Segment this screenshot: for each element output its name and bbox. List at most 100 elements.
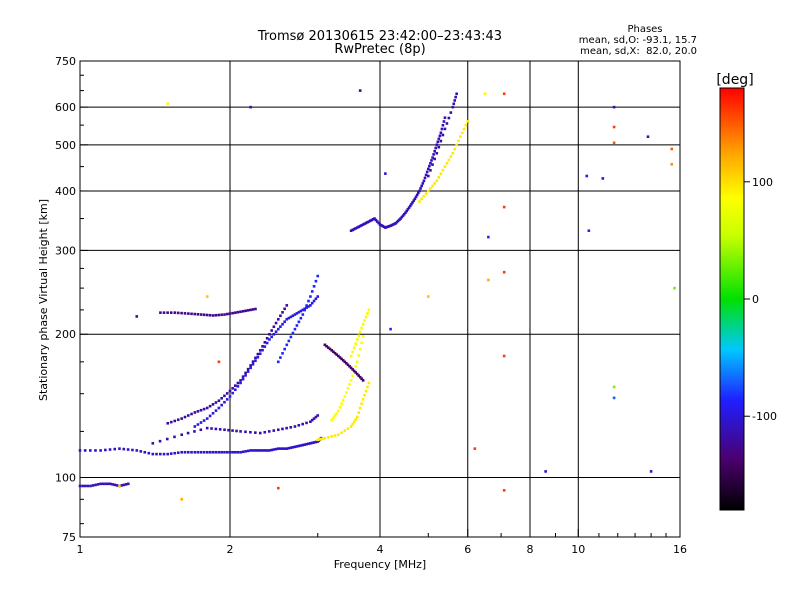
- echo-point: [99, 449, 102, 452]
- echo-point: [199, 421, 203, 424]
- y-axis-ticks: 75 100 200 300 400 500 600 750: [55, 55, 88, 544]
- echo-point: [408, 204, 412, 208]
- echo-point: [276, 428, 280, 432]
- echo-point: [303, 308, 307, 312]
- echo-point: [180, 433, 184, 437]
- echo-point: [340, 431, 343, 434]
- echo-point: [196, 450, 200, 454]
- echo-point: [205, 313, 209, 317]
- echo-point: [451, 105, 455, 109]
- echo-point: [436, 140, 440, 144]
- echo-point: [316, 438, 320, 442]
- echo-point: [310, 441, 314, 445]
- echo-point: [83, 484, 87, 488]
- echo-point: [101, 482, 105, 486]
- echo-point: [459, 135, 462, 139]
- echo-point: [305, 442, 308, 446]
- echo-point: [169, 452, 173, 455]
- echo-point: [81, 484, 84, 488]
- echo-point: [158, 452, 162, 456]
- echo-point: [332, 416, 335, 420]
- echo-point: [249, 366, 252, 370]
- echo-point: [180, 498, 184, 501]
- echo-point: [193, 312, 197, 316]
- echo-point: [217, 313, 221, 317]
- echo-point: [381, 224, 384, 228]
- echo-point: [437, 175, 441, 179]
- echo-point: [272, 448, 276, 451]
- echo-point: [612, 396, 616, 400]
- echo-point: [297, 444, 301, 448]
- x-tick-label: 16: [673, 543, 687, 556]
- echo-point: [211, 450, 215, 454]
- echo-point: [228, 389, 232, 393]
- echo-point: [420, 184, 423, 188]
- echo-point: [233, 388, 237, 392]
- echo-point: [283, 447, 286, 450]
- echo-point: [435, 143, 439, 147]
- echo-point: [316, 274, 320, 278]
- echo-point: [413, 197, 417, 201]
- echo-point: [231, 450, 234, 454]
- echo-point: [295, 445, 299, 448]
- echo-point: [297, 320, 301, 324]
- echo-point: [293, 445, 297, 449]
- echo-point: [190, 450, 193, 454]
- echo-point: [502, 205, 506, 209]
- echo-point: [235, 429, 238, 433]
- echo-point: [348, 383, 351, 386]
- echo-point: [358, 347, 362, 351]
- echo-points: [78, 89, 676, 501]
- echo-point: [190, 312, 193, 316]
- echo-point: [214, 313, 218, 317]
- echo-point: [202, 407, 206, 411]
- echo-point: [333, 351, 337, 355]
- echo-point: [419, 187, 422, 190]
- x-tick-label: 4: [377, 543, 384, 556]
- echo-point: [349, 229, 353, 233]
- echo-point: [135, 449, 139, 452]
- echo-point: [193, 430, 196, 433]
- echo-point: [202, 450, 206, 454]
- echo-point: [199, 450, 203, 454]
- echo-point: [256, 449, 260, 452]
- echo-point: [293, 313, 297, 316]
- echo-point: [462, 127, 466, 131]
- echo-point: [352, 227, 356, 231]
- echo-point: [400, 215, 404, 219]
- echo-point: [281, 427, 284, 431]
- echo-point: [326, 346, 330, 349]
- echo-point: [455, 92, 458, 96]
- echo-point: [348, 365, 351, 368]
- echo-point: [443, 116, 447, 120]
- echo-point: [251, 363, 255, 366]
- echo-point: [285, 343, 289, 347]
- echo-point: [239, 381, 242, 385]
- echo-point: [220, 403, 223, 407]
- echo-point: [417, 191, 420, 195]
- echo-point: [263, 340, 267, 344]
- echo-point: [217, 406, 221, 410]
- echo-point: [190, 412, 193, 416]
- echo-point: [299, 309, 303, 313]
- echo-point: [361, 397, 365, 401]
- echo-point: [193, 425, 197, 428]
- echo-point: [251, 449, 255, 452]
- echo-point: [502, 354, 506, 358]
- echo-point: [443, 127, 447, 131]
- x-tick-label: 2: [227, 543, 234, 556]
- echo-point: [351, 368, 354, 371]
- echo-point: [361, 322, 365, 326]
- echo-point: [169, 311, 173, 314]
- echo-point: [447, 158, 451, 162]
- y-tick-label: 100: [55, 472, 76, 485]
- echo-point: [217, 399, 221, 403]
- y-tick-label: 200: [55, 328, 76, 341]
- colorbar: [719, 87, 745, 511]
- echo-point: [354, 371, 357, 374]
- echo-point: [455, 143, 458, 147]
- x-tick-label: 10: [571, 543, 585, 556]
- y-tick-label: 750: [55, 55, 76, 68]
- echo-point: [180, 450, 184, 454]
- echo-point: [287, 316, 291, 320]
